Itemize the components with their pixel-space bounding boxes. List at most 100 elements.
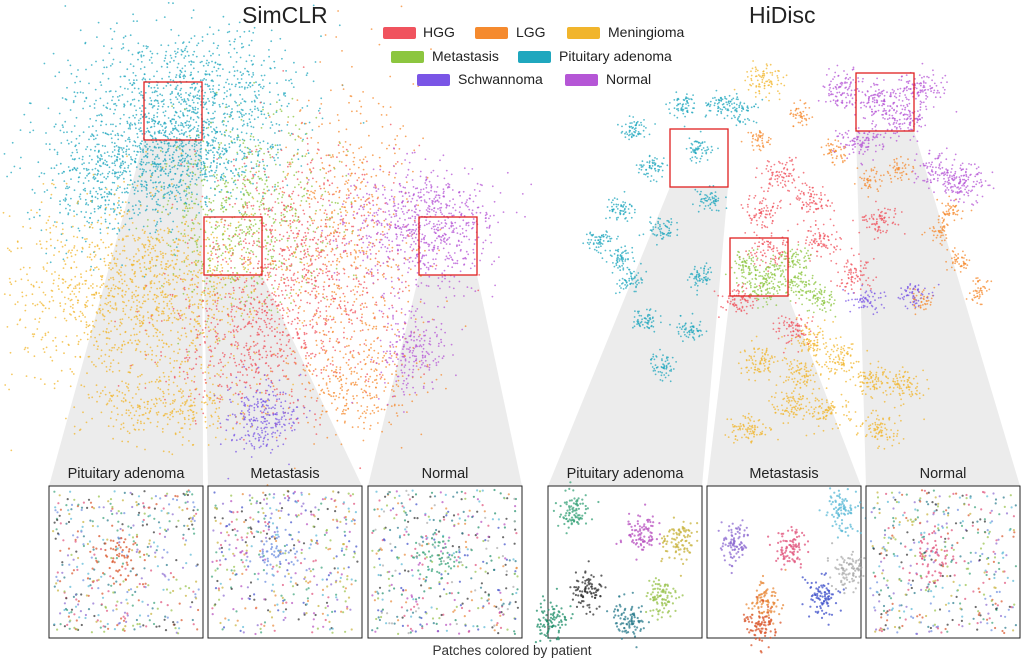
hidisc-cluster-meningioma-10 — [781, 317, 837, 357]
inset-simclr-metastasis-patient-9 — [219, 491, 356, 628]
inset-simclr-metastasis-patient-8 — [211, 490, 351, 636]
inset-hidisc-metastasis-patient-1 — [767, 525, 810, 571]
inset-simclr-metastasis-patient-clump-a — [249, 517, 312, 592]
legend-label-normal: Normal — [606, 71, 652, 87]
hidisc-cluster-pituitary-9 — [669, 312, 708, 343]
hidisc-cluster-meningioma-0 — [733, 60, 788, 102]
inset-simclr-normal-patient-6 — [373, 493, 518, 632]
hidisc-cluster-pituitary-8 — [615, 260, 648, 295]
inset-simclr-pituitary-patient-8 — [53, 490, 192, 631]
inset-title-hidisc-normal: Normal — [919, 466, 967, 482]
inset-simclr-normal-patient-3 — [371, 490, 519, 636]
hidisc-cluster-pituitary-0 — [617, 115, 656, 141]
zoom-highlight-boxes — [143, 72, 915, 297]
inset-hidisc-metastasis-patient-3 — [801, 572, 845, 626]
simclr-cluster-lgg-low — [251, 310, 447, 446]
hidisc-cluster-hgg-7 — [852, 200, 906, 241]
inset-hidisc-pituitary-patient-0 — [552, 481, 600, 535]
hidisc-cluster-metastasis-5 — [772, 244, 812, 279]
inset-simclr-pituitary-patient-0 — [53, 491, 194, 631]
inset-hidisc-pituitary-patient-5 — [534, 587, 574, 644]
inset-hidisc-metastasis-patient-0 — [717, 519, 749, 575]
legend-swatch-hgg — [383, 27, 416, 39]
hidisc-cluster-hgg-3 — [797, 218, 843, 262]
hidisc-cluster-lgg-9 — [740, 130, 772, 152]
inset-simclr-normal-patient-0 — [371, 492, 518, 633]
simclr-cluster-pituitary-mid — [26, 83, 310, 223]
hidisc-cluster-pituitary-3 — [635, 154, 669, 183]
inset-hidisc-normal-patient-4 — [870, 492, 1009, 636]
inset-simclr-normal-patient-9 — [371, 491, 517, 632]
inset-hidisc-pituitary-patient-4 — [615, 503, 662, 561]
hidisc-cluster-pituitary-1 — [665, 91, 696, 128]
inset-hidisc-pituitary — [534, 481, 703, 649]
zoom-box-hidisc-normal — [855, 72, 915, 132]
hidisc-cluster-pituitary-11 — [686, 262, 713, 296]
inset-title-hidisc-pituitary: Pituitary adenoma — [566, 466, 684, 482]
hidisc-cluster-metastasis-1 — [749, 258, 787, 292]
simclr-cluster-hgg — [145, 66, 481, 470]
inset-simclr-metastasis-patient-2 — [214, 489, 353, 631]
panel-title-simclr: SimCLR — [242, 2, 328, 28]
hidisc-cluster-hgg-4 — [830, 247, 878, 294]
inset-simclr-normal-patient-clump-a — [411, 519, 473, 590]
hidisc-cluster-hgg-2 — [740, 190, 782, 234]
hidisc-cluster-pituitary-14 — [719, 94, 764, 127]
hidisc-cluster-meningioma-5 — [768, 384, 813, 425]
hidisc-cluster-pituitary-4 — [685, 130, 719, 164]
inset-hidisc-normal-patient-5 — [871, 491, 1016, 633]
hidisc-cluster-lgg-7 — [965, 277, 993, 306]
zoom-box-simclr-normal — [418, 216, 478, 276]
panel-title-hidisc: HiDisc — [749, 2, 816, 28]
hidisc-cluster-meningioma-3 — [811, 336, 869, 380]
hidisc-cluster-meningioma-6 — [805, 387, 857, 437]
zoom-box-hidisc-metastasis — [729, 237, 789, 297]
legend-swatch-metastasis — [391, 51, 424, 63]
simclr-cluster-normal-low — [351, 281, 465, 413]
zoom-box-hidisc-pituitary — [669, 128, 729, 188]
zoom-box-simclr-metastasis — [203, 216, 263, 276]
hidisc-cluster-schwannoma-0 — [884, 283, 940, 310]
inset-simclr-metastasis — [207, 485, 363, 639]
inset-hidisc-metastasis — [706, 485, 886, 654]
zoom-insets — [48, 481, 1021, 654]
band-hidisc-pituitary — [548, 187, 728, 486]
inset-title-simclr-normal: Normal — [421, 466, 469, 482]
hidisc-cluster-pituitary-2 — [704, 89, 738, 120]
hidisc-cluster-metastasis-4 — [800, 283, 837, 318]
tsne-point-clouds — [2, 2, 995, 574]
inset-hidisc-pituitary-patient-6 — [606, 591, 651, 649]
inset-simclr-pituitary-patient-4 — [59, 491, 194, 634]
inset-simclr-pituitary-patient-3 — [53, 490, 199, 630]
inset-simclr-pituitary-patient-7 — [53, 490, 199, 632]
inset-title-simclr-metastasis: Metastasis — [250, 466, 320, 482]
hidisc-cluster-lgg-0 — [789, 99, 814, 128]
hidisc-cluster-pituitary-13 — [599, 245, 642, 274]
hidisc-cluster-normal-4 — [933, 163, 995, 206]
inset-simclr-normal-patient-5 — [371, 490, 517, 635]
hidisc-cluster-normal-3 — [911, 147, 972, 194]
inset-simclr-normal-patient-7 — [372, 488, 519, 636]
hidisc-cluster-pituitary-5 — [605, 190, 636, 223]
zoom-box-simclr-pituitary — [143, 81, 203, 141]
inset-simclr-metastasis-patient-7 — [213, 491, 358, 633]
legend-label-hgg: HGG — [423, 24, 455, 40]
hidisc-cluster-pituitary-7 — [582, 230, 619, 254]
inset-hidisc-metastasis-patient-6 — [742, 595, 782, 654]
hidisc-cluster-lgg-1 — [820, 138, 847, 166]
legend-label-lgg: LGG — [516, 24, 546, 40]
legend-swatch-lgg — [475, 27, 508, 39]
band-hidisc-normal — [856, 131, 1020, 486]
band-hidisc-metastasis — [707, 296, 861, 486]
simclr-cluster-normal-main — [307, 147, 533, 301]
hidisc-cluster-meningioma-9 — [873, 366, 930, 421]
hidisc-cluster-lgg-3 — [921, 217, 949, 251]
inset-hidisc-normal-patient-8 — [876, 495, 1015, 618]
legend-swatch-pituitary-adenoma — [518, 51, 551, 63]
legend-label-metastasis: Metastasis — [432, 48, 499, 64]
hidisc-cluster-pituitary-10 — [649, 348, 677, 383]
inset-simclr-normal — [367, 485, 523, 639]
band-simclr-metastasis — [204, 275, 362, 486]
legend-label-meningioma: Meningioma — [608, 24, 685, 40]
inset-simclr-pituitary-patient-clump-a — [86, 524, 146, 586]
